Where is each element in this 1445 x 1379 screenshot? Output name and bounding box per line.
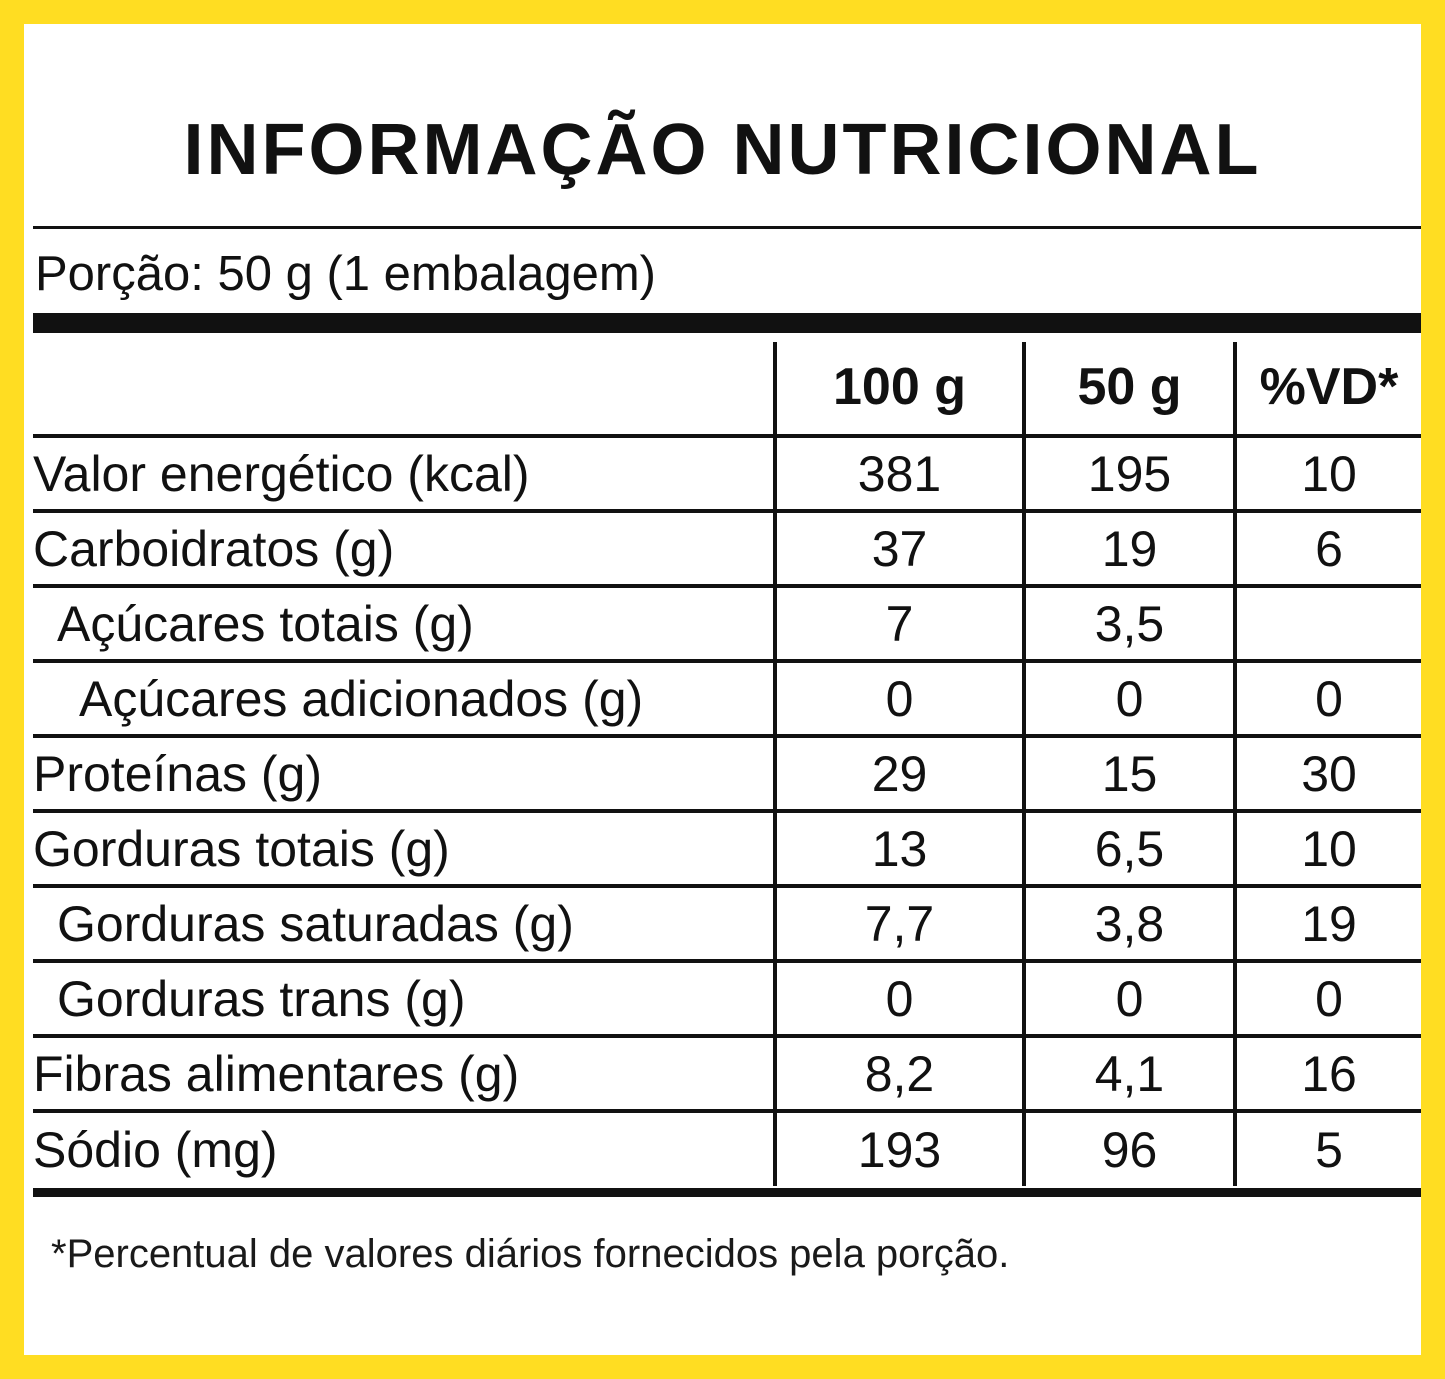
title-divider — [33, 226, 1421, 229]
value-100g: 381 — [773, 436, 1024, 513]
value-vd: 19 — [1233, 886, 1421, 963]
value-50g: 15 — [1022, 736, 1235, 813]
value-50g: 96 — [1022, 1111, 1235, 1186]
value-50g: 0 — [1022, 961, 1235, 1038]
header-vd: %VD* — [1233, 342, 1421, 438]
nutrient-label: Valor energético (kcal) — [33, 436, 775, 513]
nutrient-label: Proteínas (g) — [33, 736, 775, 813]
table-row: Proteínas (g) 29 15 30 — [33, 736, 1421, 813]
nutrition-table: 100 g 50 g %VD* Valor energético (kcal) … — [33, 342, 1421, 1186]
value-50g: 195 — [1022, 436, 1235, 513]
nutrient-label: Gorduras totais (g) — [33, 811, 775, 888]
table-row: Gorduras totais (g) 13 6,5 10 — [33, 811, 1421, 888]
portion-size: Porção: 50 g (1 embalagem) — [35, 247, 656, 301]
header-50g: 50 g — [1022, 342, 1235, 438]
value-100g: 7 — [773, 586, 1024, 663]
value-100g: 7,7 — [773, 886, 1024, 963]
table-bottom-divider — [33, 1188, 1421, 1197]
value-vd: 16 — [1233, 1036, 1421, 1113]
value-100g: 13 — [773, 811, 1024, 888]
nutrition-label-panel: INFORMAÇÃO NUTRICIONAL Porção: 50 g (1 e… — [24, 24, 1421, 1355]
table-row: Gorduras trans (g) 0 0 0 — [33, 961, 1421, 1038]
value-50g: 4,1 — [1022, 1036, 1235, 1113]
value-100g: 37 — [773, 511, 1024, 588]
table-row: Açúcares adicionados (g) 0 0 0 — [33, 661, 1421, 738]
value-100g: 29 — [773, 736, 1024, 813]
table-row: Valor energético (kcal) 381 195 10 — [33, 436, 1421, 513]
value-vd — [1233, 586, 1421, 663]
table-row: Carboidratos (g) 37 19 6 — [33, 511, 1421, 588]
value-50g: 0 — [1022, 661, 1235, 738]
nutrient-label: Sódio (mg) — [33, 1121, 278, 1178]
table-row: Gorduras saturadas (g) 7,7 3,8 19 — [33, 886, 1421, 963]
value-50g: 19 — [1022, 511, 1235, 588]
header-100g: 100 g — [773, 342, 1024, 438]
nutrient-label: Fibras alimentares (g) — [33, 1036, 775, 1113]
value-50g: 3,8 — [1022, 886, 1235, 963]
value-50g: 6,5 — [1022, 811, 1235, 888]
portion-divider — [33, 313, 1421, 333]
value-100g: 193 — [773, 1111, 1024, 1186]
nutrient-label: Açúcares adicionados (g) — [33, 661, 775, 738]
nutrient-label: Gorduras saturadas (g) — [33, 886, 775, 963]
value-100g: 0 — [773, 661, 1024, 738]
value-50g: 3,5 — [1022, 586, 1235, 663]
table-header-row: 100 g 50 g %VD* — [33, 342, 1421, 438]
table-row: Sódio (mg) 193 96 5 — [33, 1111, 1421, 1186]
label-title: INFORMAÇÃO NUTRICIONAL — [183, 110, 1262, 190]
value-vd: 6 — [1233, 511, 1421, 588]
value-100g: 0 — [773, 961, 1024, 1038]
value-vd: 10 — [1233, 811, 1421, 888]
nutrient-label: Gorduras trans (g) — [33, 961, 775, 1038]
nutrient-label: Açúcares totais (g) — [33, 586, 775, 663]
value-vd: 0 — [1233, 661, 1421, 738]
value-vd: 30 — [1233, 736, 1421, 813]
table-row: Fibras alimentares (g) 8,2 4,1 16 — [33, 1036, 1421, 1113]
table-row: Açúcares totais (g) 7 3,5 — [33, 586, 1421, 663]
header-label-cell — [33, 342, 775, 438]
nutrient-label: Carboidratos (g) — [33, 511, 775, 588]
value-vd: 10 — [1233, 436, 1421, 513]
value-100g: 8,2 — [773, 1036, 1024, 1113]
value-vd: 5 — [1233, 1111, 1421, 1186]
footnote: *Percentual de valores diários fornecido… — [51, 1232, 1010, 1276]
value-vd: 0 — [1233, 961, 1421, 1038]
